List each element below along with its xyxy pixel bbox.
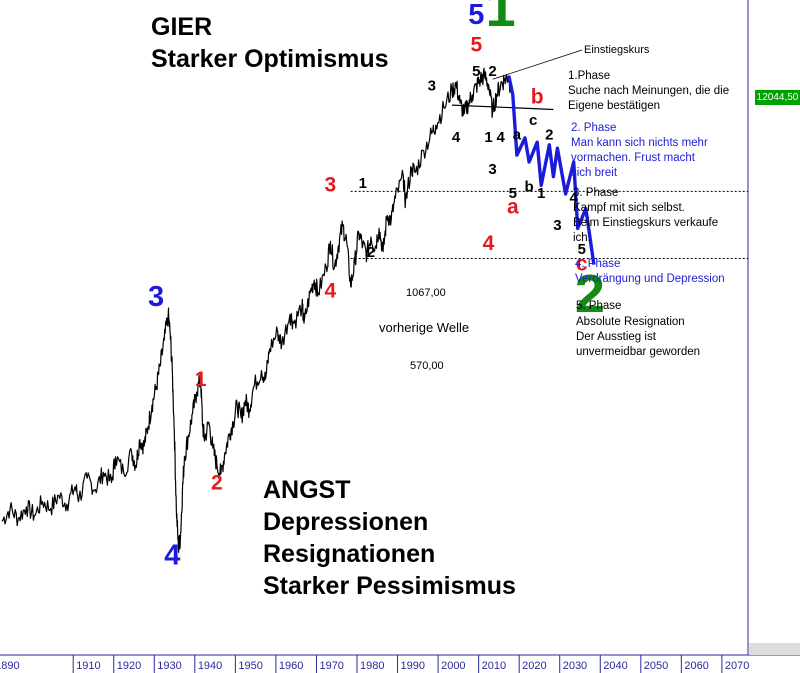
level-low-label: 570,00 (410, 360, 444, 372)
wave-label: 5 (471, 34, 483, 57)
wave-label: c (576, 253, 588, 276)
series-forecast-line (507, 75, 596, 265)
wave-label: 3 (488, 161, 496, 178)
x-tick-label: 1960 (279, 660, 303, 672)
phase-3-line: Kampf mit sich selbst. (573, 202, 685, 214)
x-tick-label: 1980 (360, 660, 384, 672)
series-history-line (1, 67, 512, 553)
x-tick-label: 2020 (522, 660, 546, 672)
x-tick-label: 2000 (441, 660, 465, 672)
wave-label: 2 (575, 264, 605, 324)
x-tick-label: 1910 (76, 660, 100, 672)
wave-label: b (524, 178, 533, 195)
phase-5-title: 5. Phase (576, 300, 622, 312)
greed-title: GIER (151, 13, 213, 41)
phase-2-line: sich breit (571, 167, 618, 179)
wave-label: 1 (195, 368, 207, 391)
phase-3-line: Beim Einstiegskurs verkaufe (573, 217, 719, 229)
phase-1-title: 1.Phase (568, 70, 611, 82)
previous-wave-label: vorherige Welle (379, 320, 470, 335)
greed-subtitle: Starker Optimismus (151, 45, 389, 73)
scroll-stub (749, 643, 800, 655)
wave-label: 1 (537, 185, 545, 202)
x-tick-label: 1940 (198, 660, 222, 672)
x-tick-label: 2040 (603, 660, 627, 672)
wave-label: 3 (148, 281, 164, 313)
wave-label: 2 (211, 472, 223, 495)
wave-label: 1 (359, 175, 367, 192)
wave-label: 1 (484, 129, 492, 146)
wave-label: 5 (468, 0, 484, 31)
last-price-tag: 12044,50 (755, 90, 800, 105)
phase-2-line: Man kann sich nichts mehr (571, 137, 708, 149)
wave-label: 3 (553, 217, 561, 234)
wave-label: 4 (497, 129, 506, 146)
phase-5-line: Der Ausstieg ist (576, 331, 656, 343)
wave-label: a (513, 127, 522, 144)
phase-5-line: unvermeidbar geworden (576, 346, 701, 358)
trendline (451, 104, 554, 111)
wave-label: a (507, 196, 519, 219)
wave-label: 3 (428, 77, 436, 94)
x-tick-label: 1950 (238, 660, 262, 672)
entry-price-label: Einstiegskurs (584, 44, 650, 56)
phase-2-line: vormachen. Frust macht (571, 152, 695, 164)
phase-3-title: 3. Phase (573, 187, 619, 199)
fear-line-resignations: Resignationen (263, 540, 436, 568)
wave-label: 2 (367, 244, 375, 261)
fear-line-depressions: Depressionen (263, 508, 429, 536)
wave-label: 3 (325, 173, 337, 196)
x-tick-label: 1970 (319, 660, 343, 672)
x-tick-label: 1920 (117, 660, 141, 672)
level-high-label: 1067,00 (406, 287, 446, 299)
x-tick-label: 1930 (157, 660, 181, 672)
phase-2-title: 2. Phase (571, 122, 617, 134)
wave-label: 4 (483, 232, 495, 255)
x-tick-label: 2010 (482, 660, 506, 672)
phase-3-line: ich. (573, 232, 591, 244)
x-tick-label: 2030 (563, 660, 587, 672)
wave-label: c (529, 112, 537, 129)
x-tick-label: 1890 (0, 660, 20, 672)
fear-line-pessimism: Starker Pessimismus (263, 572, 516, 600)
phase-4-line: Verdrängung und Depression (575, 273, 725, 285)
phase-4-title: 4. Phase (575, 258, 621, 270)
wave-label: 2 (488, 63, 496, 80)
wave-label: 5 (509, 185, 517, 202)
wave-label: 5 (578, 241, 586, 258)
x-tick-label: 2060 (684, 660, 708, 672)
x-tick-label: 2050 (644, 660, 668, 672)
wave-label: 1 (486, 0, 516, 38)
x-tick-label: 2070 (725, 660, 749, 672)
entry-price-pointer (492, 49, 583, 80)
wave-label: 4 (325, 279, 337, 302)
wave-label: 2 (545, 127, 553, 144)
phase-1-line: Suche nach Meinungen, die die (568, 85, 730, 97)
fear-title: ANGST (263, 476, 351, 504)
wave-label: 4 (164, 540, 180, 572)
wave-label: b (531, 85, 544, 108)
wave-label: 5 (472, 63, 480, 80)
wave-label: 4 (452, 129, 461, 146)
phase-5-line: Absolute Resignation (576, 316, 685, 328)
wave-label: 4 (569, 190, 578, 207)
x-tick-label: 1990 (401, 660, 425, 672)
phase-1-line: Eigene bestätigen (568, 100, 661, 112)
